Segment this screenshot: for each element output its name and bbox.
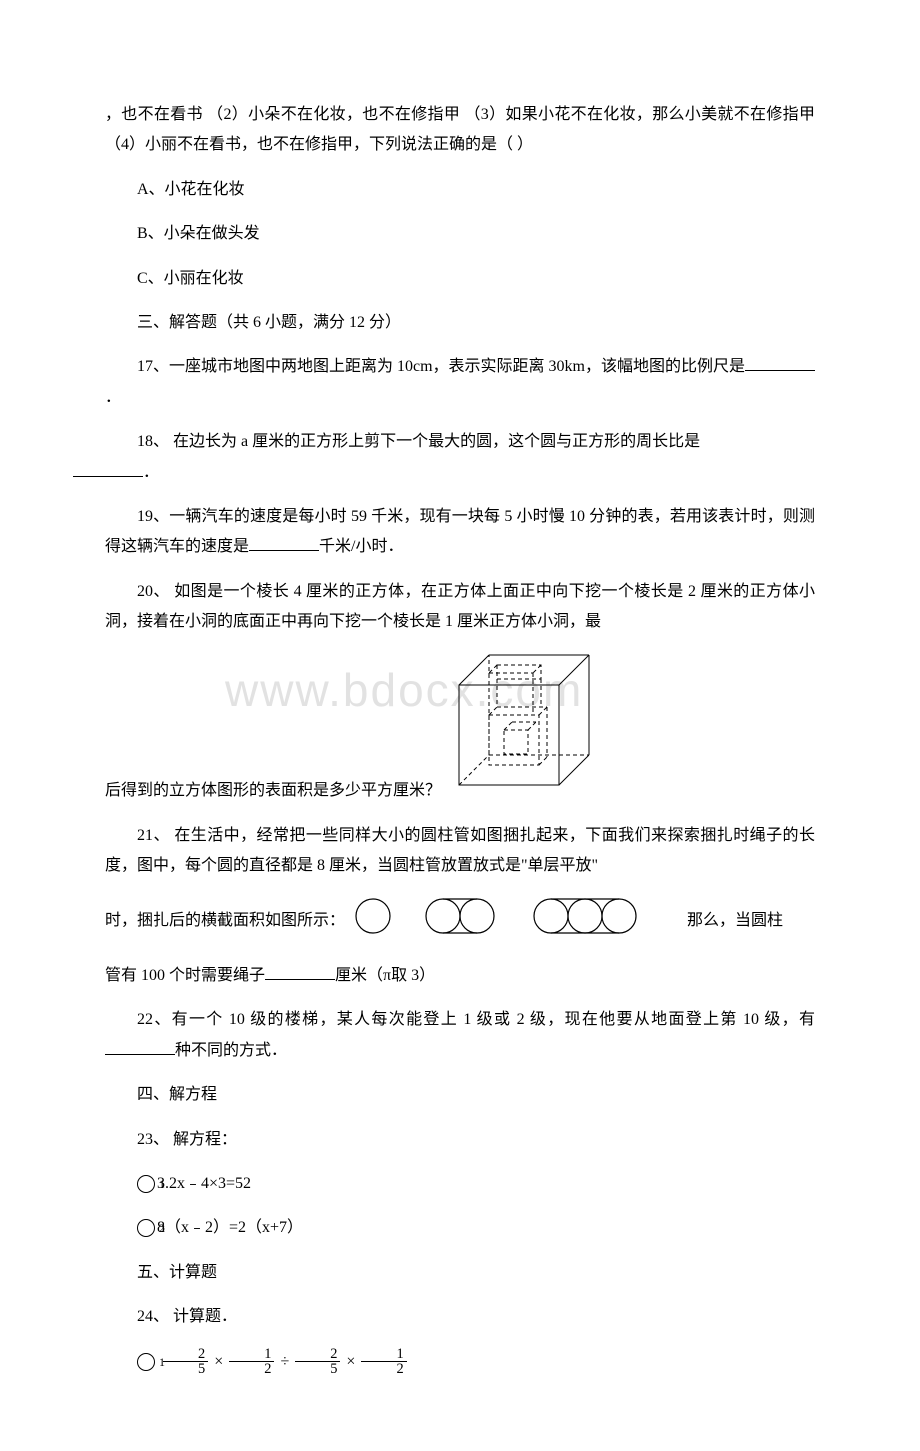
frac-2: 12	[229, 1347, 274, 1377]
section-3-heading: 三、解答题（共 6 小题，满分 12 分）	[105, 308, 815, 338]
q19-blank	[249, 535, 319, 551]
q18: 18、 在边长为 a 厘米的正方形上剪下一个最大的圆，这个圆与正方形的周长比是 ．	[105, 427, 815, 488]
q21-blank	[265, 964, 335, 980]
circles-diagram	[351, 896, 681, 947]
frac-4: 12	[361, 1347, 406, 1377]
q19: 19、一辆汽车的速度是每小时 59 千米，现有一块每 5 小时慢 10 分钟的表…	[105, 502, 815, 563]
q17-pre: 17、一座城市地图中两地图上距离为 10cm，表示实际距离 30km，该幅地图的…	[137, 358, 745, 375]
q20-line1: 20、 如图是一个棱长 4 厘米的正方体，在正方体上面正中向下挖一个棱长是 2 …	[105, 577, 815, 638]
q23-eq1: 13.2x﹣4×3=52	[105, 1169, 815, 1199]
q23-title: 23、 解方程：	[105, 1125, 815, 1155]
q21-line3-pre: 管有 100 个时需要绳子	[105, 967, 265, 984]
q21-line3: 管有 100 个时需要绳子 厘米（π取 3）	[105, 961, 815, 991]
q20-line2: 后得到的立方体图形的表面积是多少平方厘米？	[105, 782, 441, 799]
q23-eq2-text: 8（x﹣2）=2（x+7）	[157, 1219, 303, 1236]
q20: 20、 如图是一个棱长 4 厘米的正方体，在正方体上面正中向下挖一个棱长是 2 …	[105, 577, 815, 807]
q21-line2-pre: 时，捆扎后的横截面积如图所示：	[105, 906, 345, 936]
q19-post: 千米/小时．	[319, 538, 403, 555]
q22: 22、有一个 10 级的楼梯，某人每次能登上 1 级或 2 级，现在他要从地面登…	[105, 1005, 815, 1066]
q18-post: ．	[143, 464, 159, 481]
q21-line2-post: 那么，当圆柱	[687, 906, 783, 936]
q18-pre: 18、 在边长为 a 厘米的正方形上剪下一个最大的圆，这个圆与正方形的周长比是	[137, 433, 700, 450]
q23-eq1-text: 3.2x﹣4×3=52	[157, 1175, 251, 1192]
q17-blank	[745, 355, 815, 371]
q17: 17、一座城市地图中两地图上距离为 10cm，表示实际距离 30km，该幅地图的…	[105, 352, 815, 413]
q22-blank	[105, 1039, 175, 1055]
q21-line1: 21、 在生活中，经常把一些同样大小的圆柱管如图捆扎起来，下面我们来探索捆扎时绳…	[105, 821, 815, 882]
circled-2-icon: 2	[137, 1219, 155, 1237]
q20-line2-wrap: 后得到的立方体图形的表面积是多少平方厘米？	[105, 645, 815, 806]
q24-expr1: 1 25 × 12 ÷ 25 × 12	[105, 1347, 815, 1377]
q23-eq2: 28（x﹣2）=2（x+7）	[105, 1213, 815, 1243]
cube-diagram	[449, 645, 609, 806]
q16-option-c: C、小丽在化妆	[105, 264, 815, 294]
q21-line2: 时，捆扎后的横截面积如图所示： 那么，当圆柱	[105, 896, 815, 947]
section-4-heading: 四、解方程	[105, 1080, 815, 1110]
frac-1: 25	[163, 1347, 208, 1377]
circled-1b-icon: 1	[137, 1353, 155, 1371]
q16-option-b: B、小朵在做头发	[105, 219, 815, 249]
q19-pre: 19、一辆汽车的速度是每小时 59 千米，现有一块每 5 小时慢 10 分钟的表…	[105, 508, 815, 555]
circled-1-icon: 1	[137, 1175, 155, 1193]
q21-line3-post: 厘米（π取 3）	[335, 967, 435, 984]
q22-post: 种不同的方式．	[175, 1042, 287, 1059]
frac-3: 25	[295, 1347, 340, 1377]
q16-stem-continuation: ，也不在看书 （2）小朵不在化妆，也不在修指甲 （3）如果小花不在化妆，那么小美…	[105, 100, 815, 161]
q16-option-a: A、小花在化妆	[105, 175, 815, 205]
q24-title: 24、 计算题．	[105, 1302, 815, 1332]
q22-pre: 22、有一个 10 级的楼梯，某人每次能登上 1 级或 2 级，现在他要从地面登…	[137, 1011, 815, 1028]
q18-blank	[73, 461, 143, 477]
section-5-heading: 五、计算题	[105, 1258, 815, 1288]
q17-post: ．	[105, 389, 121, 406]
